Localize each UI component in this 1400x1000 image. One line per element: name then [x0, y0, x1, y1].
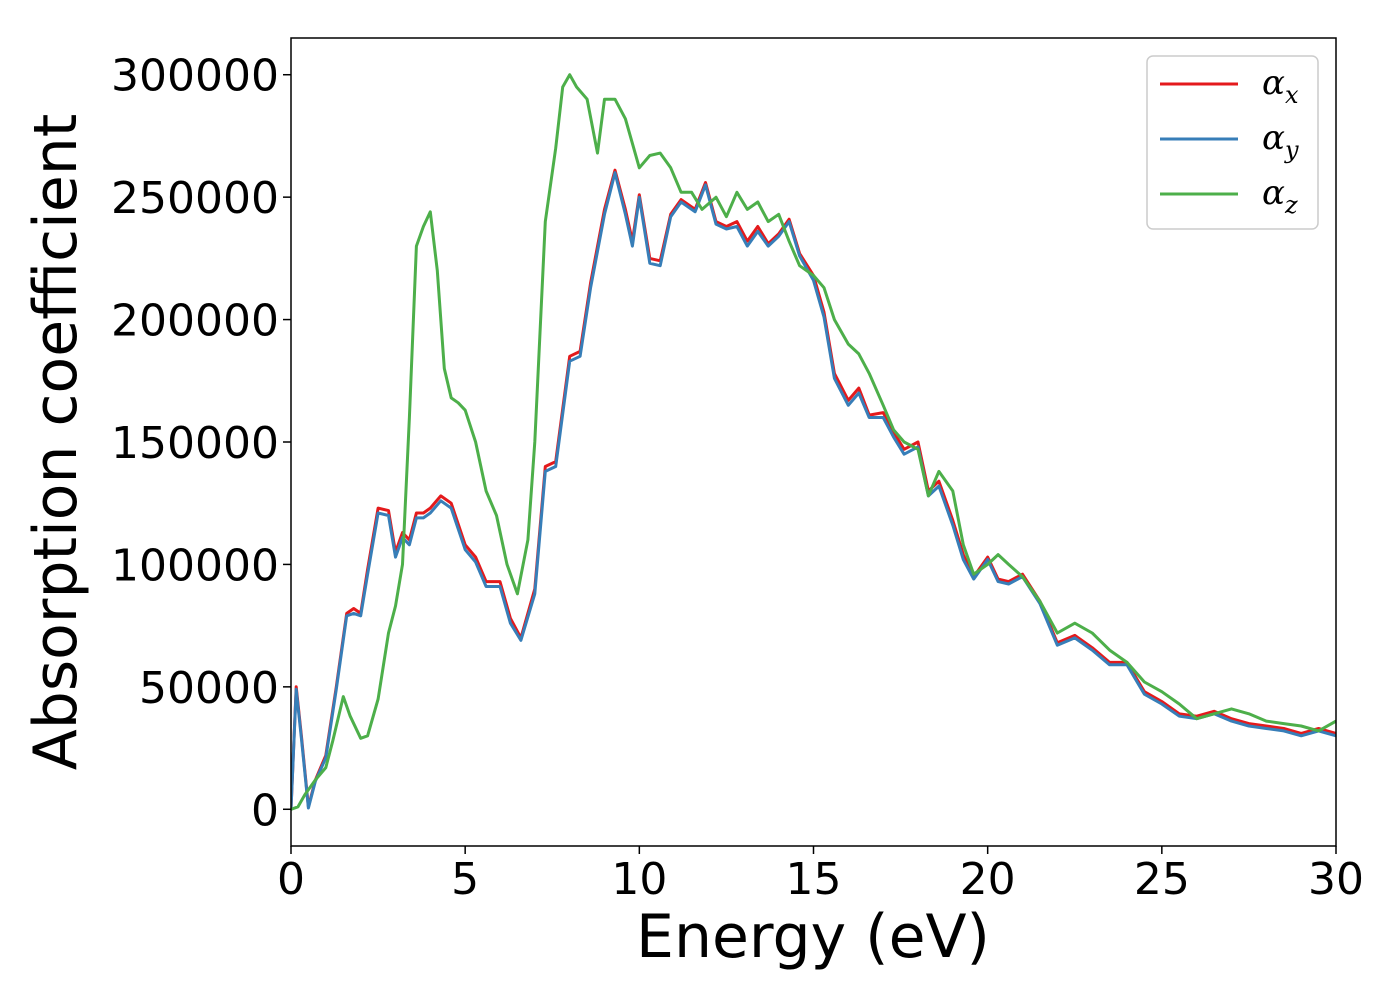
legend-label-z: αz [1262, 173, 1298, 219]
legend-box [1146, 55, 1319, 230]
y-axis-ticks: 0 50000 100000 150000 200000 250000 300000 [111, 51, 291, 836]
y-axis-label: Absorption coefficient [21, 114, 91, 771]
series-line-z [291, 73, 1336, 811]
x-tick-label: 15 [786, 854, 842, 905]
x-axis-label: Energy (eV) [636, 902, 990, 972]
x-tick-label: 25 [1134, 854, 1190, 905]
legend-label-x: αx [1262, 63, 1299, 109]
y-tick-label: 0 [251, 785, 279, 836]
y-tick-label: 250000 [111, 173, 279, 224]
series-line-y [291, 171, 1336, 810]
x-tick-label: 20 [960, 854, 1016, 905]
series-line-x [291, 168, 1336, 810]
y-tick-label: 150000 [111, 418, 279, 469]
y-tick-label: 300000 [111, 51, 279, 102]
x-tick-label: 10 [611, 854, 667, 905]
series-layer [291, 73, 1336, 811]
y-tick-label: 50000 [139, 663, 279, 714]
y-tick-label: 100000 [111, 540, 279, 591]
x-tick-label: 30 [1308, 854, 1364, 905]
legend-label-y: αy [1262, 118, 1299, 164]
legend: αx αy αz [1146, 55, 1319, 230]
y-tick-label: 200000 [111, 296, 279, 347]
x-axis-ticks: 0 5 10 15 20 25 30 [277, 846, 1364, 905]
x-tick-label: 5 [451, 854, 479, 905]
x-tick-label: 0 [277, 854, 305, 905]
